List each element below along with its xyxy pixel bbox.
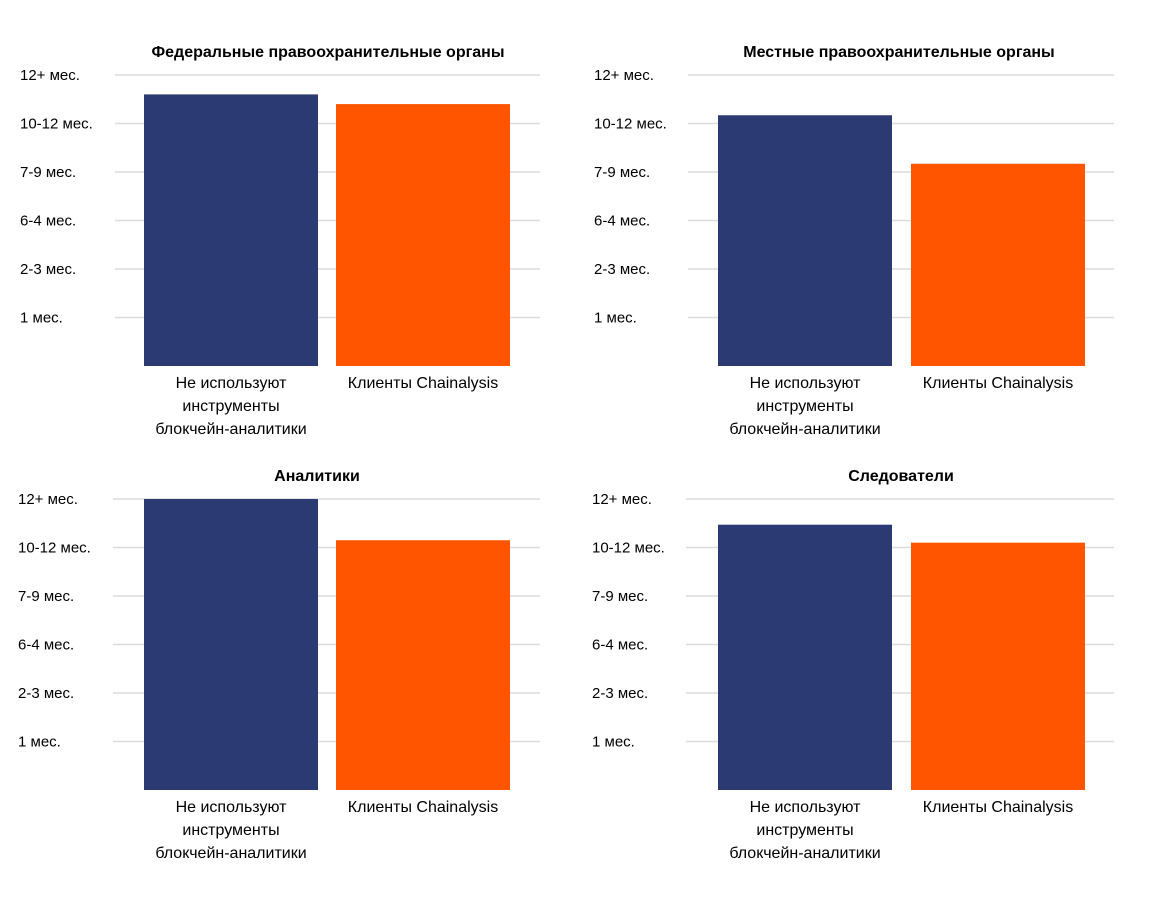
chart-panel-1: Федеральные правоохранительные органы 1 м… <box>20 44 540 438</box>
y-tick-label: 10-12 мес. <box>18 540 91 557</box>
category-label: блокчейн-аналитики <box>155 421 306 438</box>
y-tick-label: 2-3 мес. <box>18 685 74 702</box>
y-tick-label: 7-9 мес. <box>592 588 648 605</box>
y-tick-label: 6-4 мес. <box>592 637 648 654</box>
chart-panel-3: Аналитики 1 мес. 2-3 мес. 6-4 мес. 7-9 мес. 1… <box>18 468 540 862</box>
category-label: Не используют <box>176 799 288 816</box>
chart-title: Следователи <box>848 468 954 485</box>
bar-no-tools <box>718 115 892 366</box>
category-label: Клиенты Chainalysis <box>923 375 1073 392</box>
chart-panel-2: Местные правоохранительные органы 1 мес. 2… <box>594 44 1114 438</box>
category-label: Не используют <box>750 375 862 392</box>
y-tick-label: 7-9 мес. <box>18 588 74 605</box>
category-label: Клиенты Chainalysis <box>348 799 498 816</box>
y-tick-label: 6-4 мес. <box>18 637 74 654</box>
y-tick-label: 1 мес. <box>594 310 637 327</box>
category-label: Клиенты Chainalysis <box>923 799 1073 816</box>
y-tick-label: 7-9 мес. <box>594 164 650 181</box>
category-label: инструменты <box>182 822 279 839</box>
bar-chainalysis-clients <box>336 540 510 790</box>
y-tick-label: 2-3 мес. <box>592 685 648 702</box>
bar-chainalysis-clients <box>911 542 1085 790</box>
bar-no-tools <box>144 94 318 367</box>
y-tick-label: 1 мес. <box>592 734 635 751</box>
y-tick-label: 1 мес. <box>18 734 61 751</box>
y-tick-label: 10-12 мес. <box>594 116 667 133</box>
category-label: блокчейн-аналитики <box>729 421 880 438</box>
category-label: блокчейн-аналитики <box>729 845 880 862</box>
y-tick-label: 2-3 мес. <box>594 261 650 278</box>
category-label: блокчейн-аналитики <box>155 845 306 862</box>
chart-title: Аналитики <box>274 468 360 485</box>
category-label: инструменты <box>182 398 279 415</box>
bar-chainalysis-clients <box>911 163 1085 366</box>
chart-title: Местные правоохранительные органы <box>743 44 1054 61</box>
y-tick-label: 12+ мес. <box>20 67 80 84</box>
category-label: инструменты <box>756 398 853 415</box>
bar-no-tools <box>718 524 892 790</box>
y-tick-label: 2-3 мес. <box>20 261 76 278</box>
category-label: Клиенты Chainalysis <box>348 375 498 392</box>
bar-no-tools <box>144 499 318 790</box>
category-label: Не используют <box>750 799 862 816</box>
y-tick-label: 10-12 мес. <box>592 540 665 557</box>
y-tick-label: 6-4 мес. <box>20 213 76 230</box>
chart-panel-4: Следователи 1 мес. 2-3 мес. 6-4 мес. 7-9 мес… <box>592 468 1114 862</box>
y-tick-label: 6-4 мес. <box>594 213 650 230</box>
y-tick-label: 12+ мес. <box>594 67 654 84</box>
y-tick-label: 10-12 мес. <box>20 116 93 133</box>
y-tick-label: 7-9 мес. <box>20 164 76 181</box>
bar-chainalysis-clients <box>336 104 510 366</box>
y-tick-label: 1 мес. <box>20 310 63 327</box>
category-label: инструменты <box>756 822 853 839</box>
y-tick-label: 12+ мес. <box>18 491 78 508</box>
category-label: Не используют <box>176 375 288 392</box>
y-tick-label: 12+ мес. <box>592 491 652 508</box>
chart-title: Федеральные правоохранительные органы <box>152 44 505 61</box>
